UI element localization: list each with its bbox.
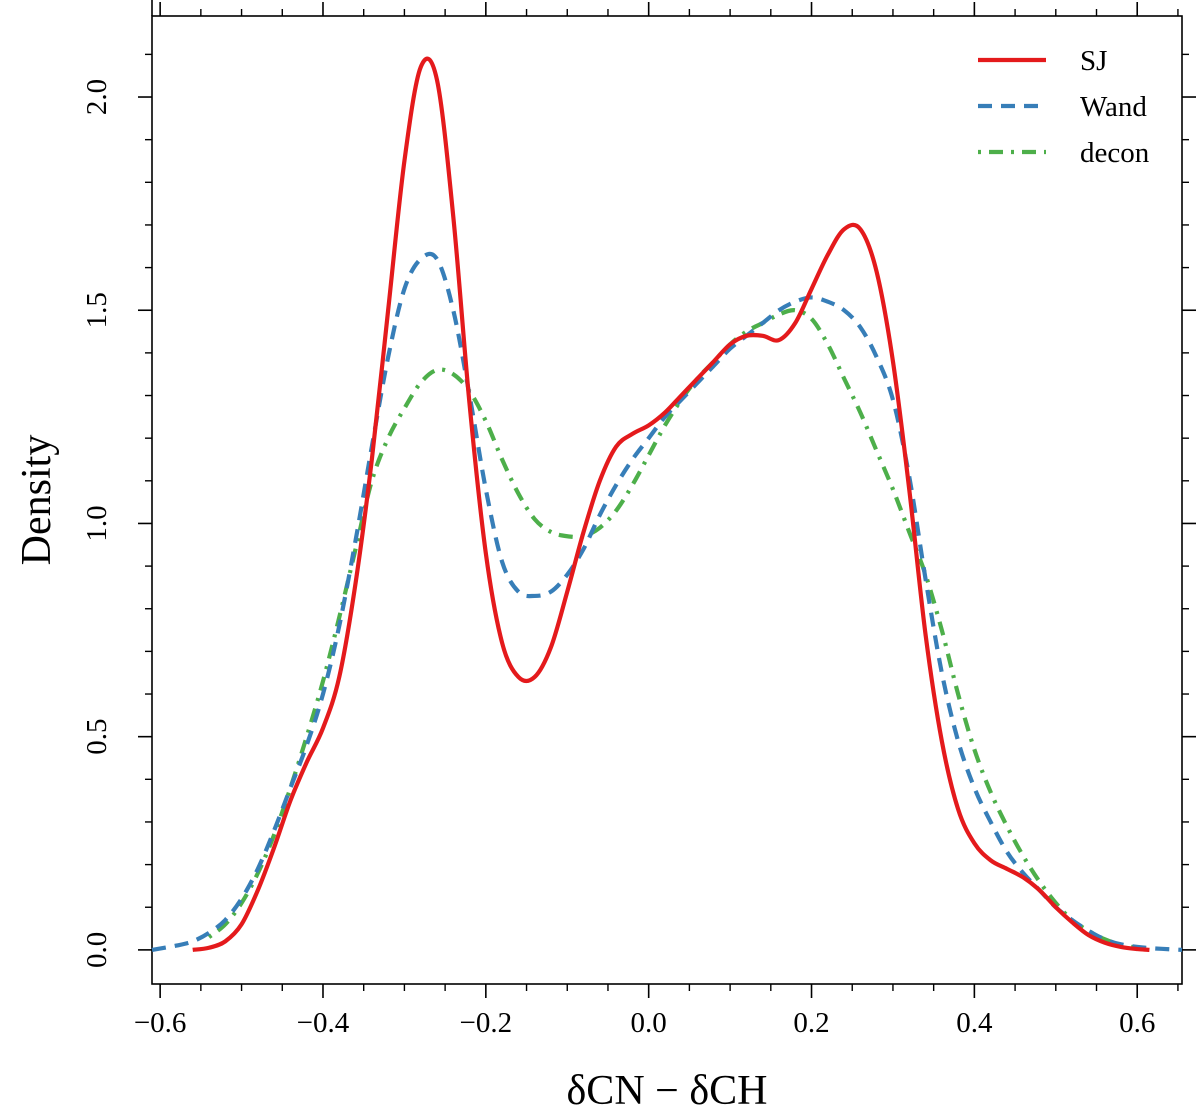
- y-tick-label: 1.0: [81, 505, 113, 541]
- y-tick-label: 0.0: [81, 932, 113, 968]
- series-group: [151, 56, 1183, 952]
- y-axis-title: Density: [14, 435, 60, 566]
- x-tick-label: −0.2: [460, 1007, 513, 1039]
- plot-frame: [151, 15, 1183, 985]
- x-axis: −0.6 −0.4 −0.2 0.0 0.2 0.4 0.6: [134, 2, 1179, 1039]
- x-tick-label: 0.6: [1119, 1007, 1155, 1039]
- x-tick-label: 0.4: [956, 1007, 993, 1039]
- series-line-sj: [192, 56, 1150, 952]
- series-line-wand: [151, 251, 1183, 952]
- y-tick-label: 2.0: [81, 79, 113, 115]
- legend-label-sj: SJ: [1080, 45, 1107, 77]
- x-tick-label: 0.0: [631, 1007, 667, 1039]
- x-tick-label: −0.6: [134, 1007, 187, 1039]
- x-axis-title: δCN − δCH: [567, 1068, 768, 1114]
- legend: SJ Wand decon: [978, 45, 1150, 169]
- y-tick-label: 0.5: [81, 719, 113, 755]
- y-tick-label: 1.5: [81, 292, 113, 328]
- legend-label-decon: decon: [1080, 137, 1150, 169]
- x-tick-label: 0.2: [793, 1007, 829, 1039]
- legend-label-wand: Wand: [1080, 91, 1147, 123]
- x-tick-label: −0.4: [297, 1007, 350, 1039]
- y-axis: 0.0 0.5 1.0 1.5 2.0: [81, 53, 1196, 968]
